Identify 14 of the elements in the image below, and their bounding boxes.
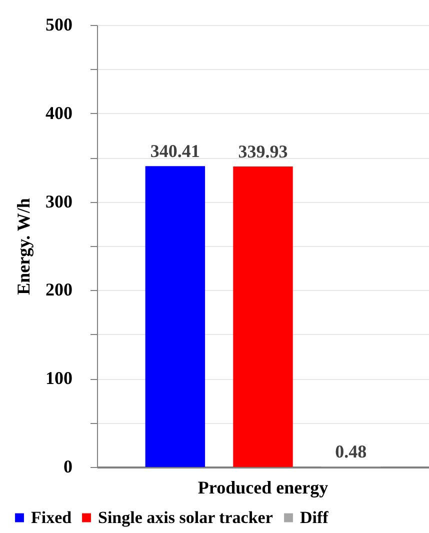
data-label: 0.48 (335, 442, 367, 462)
y-tick-label: 300 (46, 191, 72, 212)
x-tick-label: Produced energy (198, 478, 328, 498)
y-tick-label: 500 (46, 14, 72, 34)
y-tick-label: 400 (46, 102, 72, 123)
y-tick-label: 100 (46, 368, 72, 388)
legend-label: Single axis solar tracker (98, 508, 274, 527)
y-axis-title: Energy. W/h (14, 198, 34, 295)
legend-label: Fixed (31, 508, 72, 527)
data-label: 339.93 (238, 142, 288, 162)
data-label: 340.41 (150, 141, 200, 162)
y-tick-label: 200 (46, 280, 72, 300)
legend-label: Diff (300, 508, 329, 527)
y-tick-label: 0 (64, 456, 72, 476)
